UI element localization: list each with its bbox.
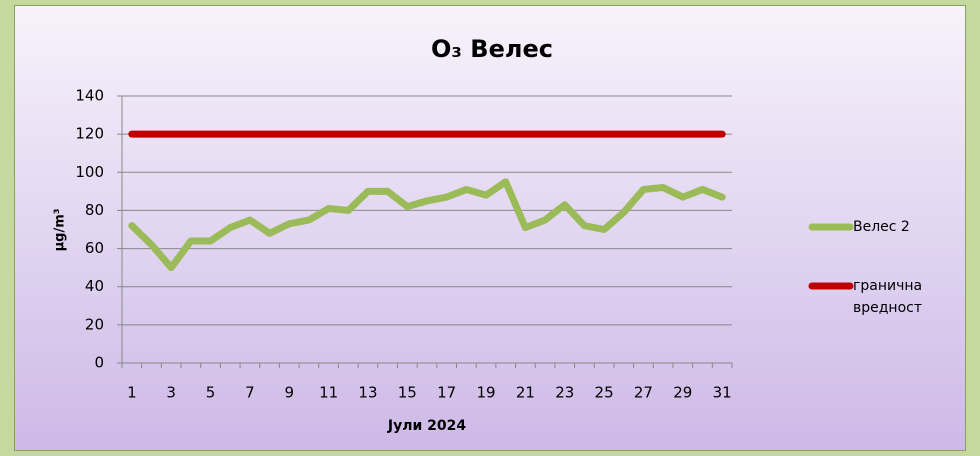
chart-panel [14, 5, 966, 451]
x-tick-label: 5 [206, 384, 216, 402]
y-tick-label: 40 [85, 277, 104, 295]
series-line [128, 178, 726, 272]
x-tick-label: 27 [634, 384, 653, 402]
y-tick-label: 0 [94, 354, 104, 372]
legend-label: Велес 2 [853, 219, 910, 235]
x-tick-label: 17 [437, 384, 456, 402]
x-tick-label: 11 [319, 384, 338, 402]
chart-title: O₃ Велес [431, 35, 553, 63]
x-tick-label: 9 [284, 384, 294, 402]
x-tick-label: 13 [358, 384, 377, 402]
y-tick-label: 140 [75, 87, 104, 105]
x-tick-label: 19 [476, 384, 495, 402]
x-tick-label: 1 [127, 384, 137, 402]
x-tick-label: 7 [245, 384, 255, 402]
y-tick-label: 60 [85, 239, 104, 257]
x-tick-label: 23 [555, 384, 574, 402]
y-tick-label: 100 [75, 163, 104, 181]
y-tick-label: 120 [75, 125, 104, 143]
y-tick-label: 80 [85, 201, 104, 219]
x-tick-label: 29 [673, 384, 692, 402]
x-tick-label: 21 [516, 384, 535, 402]
x-tick-label: 25 [595, 384, 614, 402]
x-tick-label: 31 [713, 384, 732, 402]
x-tick-label: 3 [166, 384, 176, 402]
x-axis-label: Јули 2024 [387, 418, 466, 434]
legend-label: гранична вредност [853, 278, 923, 316]
y-tick-label: 20 [85, 315, 104, 333]
x-tick-label: 15 [398, 384, 417, 402]
y-axis-label: µg/m³ [53, 209, 68, 252]
